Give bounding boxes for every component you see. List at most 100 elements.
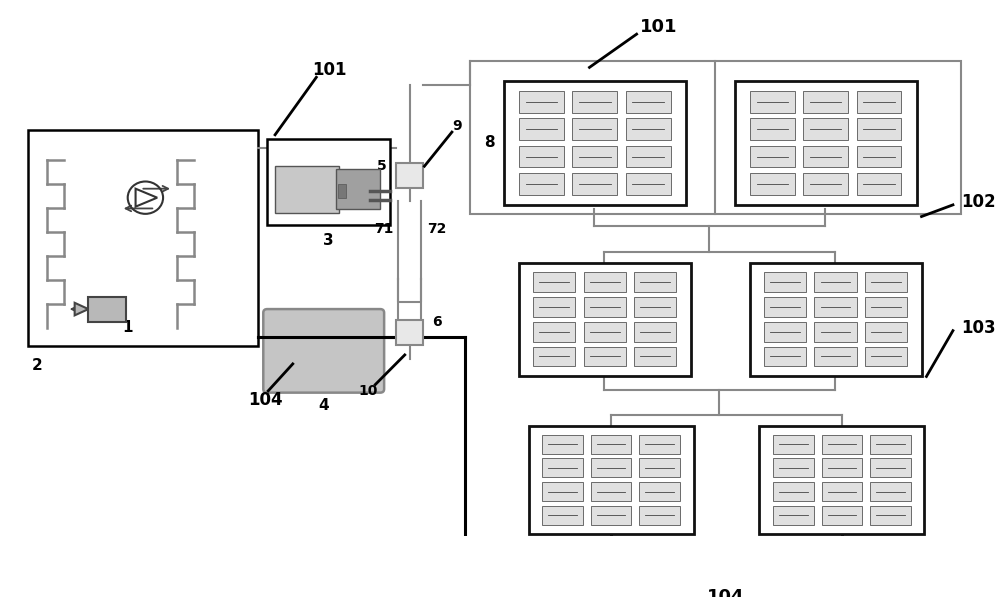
Bar bbox=[870, 458, 911, 478]
Text: 101: 101 bbox=[639, 18, 677, 36]
Bar bbox=[519, 91, 564, 113]
Bar bbox=[870, 435, 911, 454]
Bar bbox=[584, 347, 626, 367]
Text: 103: 103 bbox=[961, 319, 995, 337]
Bar bbox=[750, 146, 795, 167]
Bar bbox=[626, 173, 671, 195]
FancyBboxPatch shape bbox=[263, 309, 384, 393]
Bar bbox=[396, 320, 423, 345]
Bar bbox=[870, 506, 911, 525]
Bar bbox=[764, 297, 806, 317]
Bar bbox=[773, 482, 814, 501]
Bar bbox=[865, 322, 907, 341]
Bar bbox=[519, 263, 691, 376]
Bar bbox=[865, 297, 907, 317]
Bar bbox=[857, 173, 901, 195]
Bar bbox=[803, 146, 848, 167]
Bar bbox=[542, 458, 583, 478]
Bar bbox=[542, 506, 583, 525]
Bar bbox=[870, 482, 911, 501]
Bar bbox=[814, 272, 857, 293]
Bar bbox=[275, 166, 339, 213]
Bar bbox=[626, 146, 671, 167]
Text: 9: 9 bbox=[452, 119, 462, 133]
Bar bbox=[572, 118, 617, 140]
Text: 4: 4 bbox=[318, 398, 329, 413]
Bar bbox=[533, 347, 575, 367]
Bar bbox=[338, 184, 346, 198]
Bar bbox=[814, 347, 857, 367]
Bar bbox=[822, 506, 862, 525]
Bar bbox=[634, 347, 676, 367]
Polygon shape bbox=[75, 303, 88, 315]
Bar bbox=[857, 91, 901, 113]
Bar bbox=[865, 347, 907, 367]
Bar bbox=[519, 146, 564, 167]
Bar bbox=[639, 506, 680, 525]
Bar bbox=[572, 146, 617, 167]
Bar bbox=[803, 91, 848, 113]
Bar bbox=[803, 173, 848, 195]
Bar bbox=[639, 482, 680, 501]
Bar bbox=[542, 435, 583, 454]
Bar bbox=[591, 482, 631, 501]
Bar bbox=[470, 61, 961, 214]
Bar bbox=[634, 272, 676, 293]
Bar bbox=[267, 139, 390, 224]
Bar bbox=[750, 91, 795, 113]
Text: 8: 8 bbox=[484, 136, 495, 150]
Bar bbox=[584, 272, 626, 293]
Bar bbox=[773, 506, 814, 525]
Bar bbox=[28, 130, 258, 346]
Bar bbox=[591, 506, 631, 525]
Bar bbox=[865, 272, 907, 293]
Bar bbox=[584, 297, 626, 317]
Text: 5: 5 bbox=[377, 159, 387, 173]
Bar bbox=[504, 81, 686, 205]
Bar bbox=[572, 91, 617, 113]
Bar bbox=[857, 146, 901, 167]
Text: 72: 72 bbox=[427, 222, 447, 236]
Bar bbox=[634, 297, 676, 317]
Bar bbox=[814, 322, 857, 341]
Text: 104: 104 bbox=[248, 391, 283, 409]
Bar bbox=[529, 426, 694, 534]
Bar bbox=[591, 458, 631, 478]
Bar bbox=[764, 322, 806, 341]
Bar bbox=[750, 263, 922, 376]
Text: 3: 3 bbox=[323, 233, 333, 248]
Bar bbox=[542, 482, 583, 501]
Text: 10: 10 bbox=[359, 384, 378, 398]
Bar bbox=[764, 347, 806, 367]
Text: 71: 71 bbox=[374, 222, 394, 236]
Bar bbox=[572, 173, 617, 195]
Bar bbox=[822, 482, 862, 501]
Bar bbox=[639, 458, 680, 478]
Bar bbox=[519, 118, 564, 140]
Bar bbox=[759, 426, 924, 534]
Bar bbox=[626, 91, 671, 113]
Bar bbox=[822, 435, 862, 454]
Bar bbox=[639, 435, 680, 454]
Text: 102: 102 bbox=[961, 193, 995, 211]
Bar bbox=[803, 118, 848, 140]
Text: 104: 104 bbox=[707, 587, 745, 597]
Bar bbox=[533, 297, 575, 317]
Bar bbox=[857, 118, 901, 140]
Bar bbox=[88, 297, 126, 322]
Bar bbox=[533, 322, 575, 341]
Bar bbox=[533, 272, 575, 293]
Bar bbox=[750, 173, 795, 195]
Bar bbox=[396, 162, 423, 188]
Bar bbox=[750, 118, 795, 140]
Text: 1: 1 bbox=[122, 321, 133, 336]
Bar bbox=[773, 458, 814, 478]
Text: 6: 6 bbox=[432, 315, 442, 329]
Bar bbox=[773, 435, 814, 454]
Bar bbox=[519, 173, 564, 195]
Bar bbox=[764, 272, 806, 293]
Bar bbox=[814, 297, 857, 317]
Bar bbox=[336, 169, 380, 210]
Bar bbox=[735, 81, 917, 205]
Bar bbox=[584, 322, 626, 341]
